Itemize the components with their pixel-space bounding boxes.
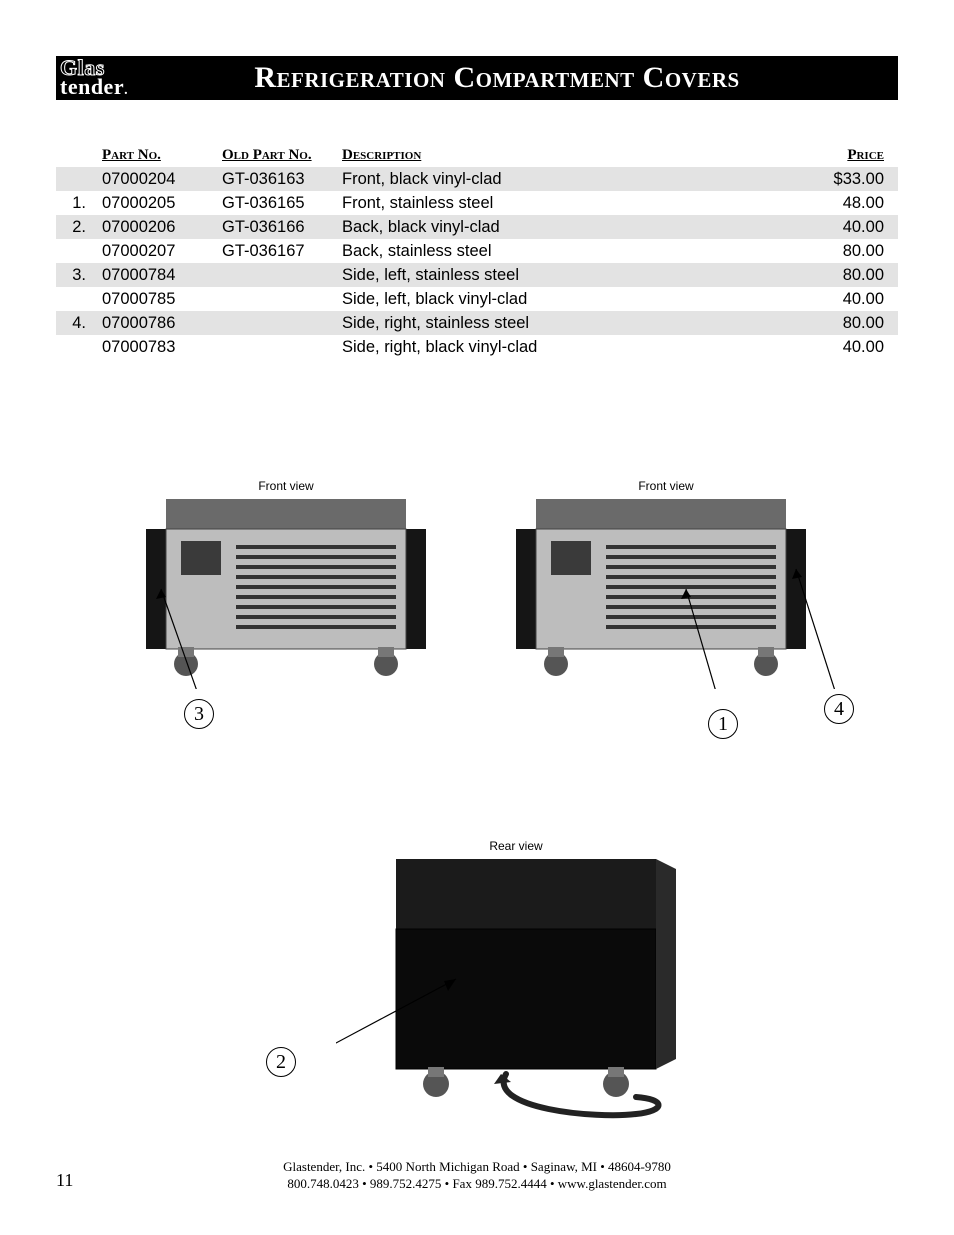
cell-partno: 07000786 [96, 311, 216, 335]
cell-oldpart [216, 263, 336, 287]
page-number: 11 [56, 1170, 73, 1191]
cell-oldpart: GT-036167 [216, 239, 336, 263]
cell-idx [56, 167, 96, 191]
cell-price: 80.00 [808, 311, 898, 335]
parts-table-body: 07000204GT-036163Front, black vinyl-clad… [56, 167, 898, 359]
page-footer: Glastender, Inc. • 5400 North Michigan R… [0, 1158, 954, 1193]
cell-partno: 07000783 [96, 335, 216, 359]
cell-partno: 07000204 [96, 167, 216, 191]
cell-desc: Side, left, black vinyl-clad [336, 287, 808, 311]
brand-logo: Glas tender. [56, 56, 156, 100]
col-oldpart-header: Old Part No. [216, 144, 336, 167]
cell-price: 48.00 [808, 191, 898, 215]
cell-price: $33.00 [808, 167, 898, 191]
fridge-front-left-svg [126, 499, 446, 689]
cell-price: 40.00 [808, 335, 898, 359]
cell-price: 40.00 [808, 215, 898, 239]
table-row: 07000207GT-036167Back, stainless steel80… [56, 239, 898, 263]
title-bar: Glas tender. Refrigeration Compartment C… [56, 56, 898, 100]
fridge-front-right-svg [486, 499, 846, 689]
front-left-figure: Front view [126, 479, 446, 689]
callout-4: 4 [824, 694, 854, 724]
callout-3: 3 [184, 699, 214, 729]
table-row: 07000785 Side, left, black vinyl-clad40.0… [56, 287, 898, 311]
cell-idx: 2. [56, 215, 96, 239]
cell-desc: Side, right, stainless steel [336, 311, 808, 335]
front-left-image: 3 [126, 499, 446, 689]
cell-oldpart [216, 311, 336, 335]
cell-price: 40.00 [808, 287, 898, 311]
logo-bottom-word: tender [60, 74, 124, 99]
cell-idx [56, 335, 96, 359]
cell-partno: 07000207 [96, 239, 216, 263]
cell-idx: 3. [56, 263, 96, 287]
table-row: 07000783 Side, right, black vinyl-clad40.… [56, 335, 898, 359]
front-right-caption: Front view [486, 479, 846, 493]
cell-desc: Front, stainless steel [336, 191, 808, 215]
cell-idx: 1. [56, 191, 96, 215]
cell-partno: 07000205 [96, 191, 216, 215]
logo-dot: . [124, 83, 128, 98]
table-row: 3.07000784 Side, left, stainless steel80.… [56, 263, 898, 287]
page-title: Refrigeration Compartment Covers [156, 61, 898, 95]
cell-oldpart [216, 335, 336, 359]
callout-2: 2 [266, 1047, 296, 1077]
col-partno-header: Part No. [96, 144, 216, 167]
cell-oldpart: GT-036165 [216, 191, 336, 215]
rear-image: 2 [336, 859, 696, 1139]
footer-line-1: Glastender, Inc. • 5400 North Michigan R… [0, 1158, 954, 1176]
table-row: 2.07000206GT-036166Back, black vinyl-cla… [56, 215, 898, 239]
cell-idx: 4. [56, 311, 96, 335]
cell-desc: Side, left, stainless steel [336, 263, 808, 287]
parts-table: Part No. Old Part No. Description Price … [56, 144, 898, 359]
cell-idx [56, 239, 96, 263]
page: Glas tender. Refrigeration Compartment C… [0, 0, 954, 1235]
logo-bottom-text: tender. [60, 78, 156, 97]
cell-oldpart: GT-036163 [216, 167, 336, 191]
rear-figure: Rear view [336, 839, 696, 1139]
footer-line-2: 800.748.0423 • 989.752.4275 • Fax 989.75… [0, 1175, 954, 1193]
table-row: 07000204GT-036163Front, black vinyl-clad… [56, 167, 898, 191]
front-right-figure: Front view [486, 479, 846, 689]
col-desc-header: Description [336, 144, 808, 167]
cell-desc: Side, right, black vinyl-clad [336, 335, 808, 359]
cell-partno: 07000784 [96, 263, 216, 287]
rear-caption: Rear view [336, 839, 696, 853]
cell-partno: 07000785 [96, 287, 216, 311]
rear-section: Rear view [56, 839, 898, 1159]
col-price-header: Price [808, 144, 898, 167]
cell-partno: 07000206 [96, 215, 216, 239]
cell-oldpart: GT-036166 [216, 215, 336, 239]
cell-idx [56, 287, 96, 311]
front-right-image: 1 4 [486, 499, 846, 689]
front-figures: Front view [56, 479, 898, 779]
front-left-caption: Front view [126, 479, 446, 493]
cell-price: 80.00 [808, 239, 898, 263]
cell-oldpart [216, 287, 336, 311]
col-idx-header [56, 144, 96, 167]
cell-desc: Back, black vinyl-clad [336, 215, 808, 239]
cell-desc: Front, black vinyl-clad [336, 167, 808, 191]
parts-table-head: Part No. Old Part No. Description Price [56, 144, 898, 167]
callout-1: 1 [708, 709, 738, 739]
table-row: 1.07000205GT-036165Front, stainless stee… [56, 191, 898, 215]
cell-price: 80.00 [808, 263, 898, 287]
fridge-rear-svg [336, 859, 696, 1139]
cell-desc: Back, stainless steel [336, 239, 808, 263]
table-row: 4.07000786 Side, right, stainless steel80… [56, 311, 898, 335]
